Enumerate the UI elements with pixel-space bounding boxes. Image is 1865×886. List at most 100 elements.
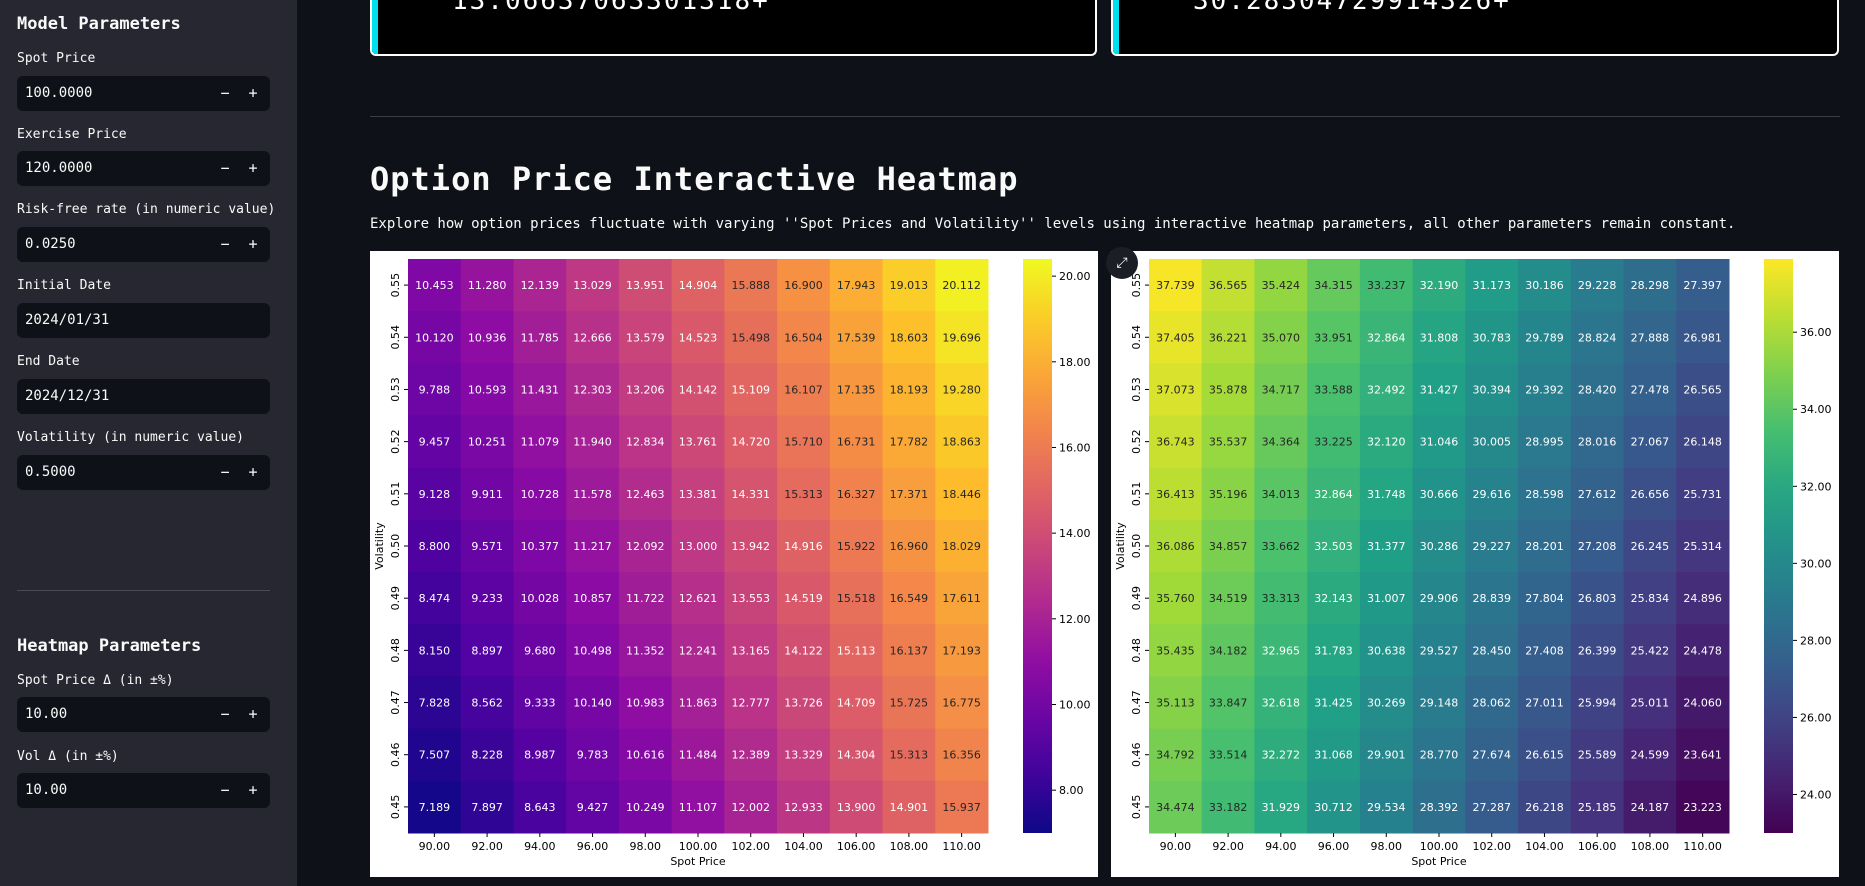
exercise-price-increment-button[interactable]: + bbox=[248, 159, 258, 177]
cell-value-label: 29.392 bbox=[1525, 383, 1564, 396]
heatmap-cell bbox=[882, 624, 936, 677]
cell-value-label: 17.782 bbox=[890, 436, 929, 449]
spot-price-delta-input[interactable]: 10.00 − + bbox=[17, 697, 270, 732]
heatmap-cell bbox=[618, 572, 673, 625]
vol-delta-input[interactable]: 10.00 − + bbox=[17, 773, 270, 808]
colorbar bbox=[1764, 259, 1793, 833]
spot-price-increment-button[interactable]: + bbox=[248, 84, 258, 102]
heatmap-cell bbox=[1518, 728, 1572, 782]
heatmap-cell bbox=[1254, 624, 1308, 677]
heatmap-cell bbox=[1359, 624, 1414, 677]
cell-value-label: 12.777 bbox=[731, 697, 770, 710]
cell-value-label: 11.722 bbox=[626, 592, 665, 605]
exercise-price-decrement-button[interactable]: − bbox=[220, 159, 230, 177]
y-tick-label: 0.50 bbox=[1130, 534, 1143, 559]
initial-date-input[interactable]: 2024/01/31 bbox=[17, 303, 270, 338]
cell-value-label: 18.029 bbox=[942, 540, 981, 553]
cell-value-label: 13.761 bbox=[679, 436, 718, 449]
volatility-decrement-button[interactable]: − bbox=[220, 463, 230, 481]
cell-value-label: 8.643 bbox=[524, 801, 556, 814]
heatmap-cell bbox=[618, 519, 673, 573]
heatmap-cell bbox=[1518, 624, 1572, 677]
cell-value-label: 30.712 bbox=[1314, 801, 1353, 814]
volatility-input[interactable]: 0.5000 − + bbox=[17, 455, 270, 490]
cell-value-label: 28.839 bbox=[1472, 592, 1511, 605]
spot-price-delta-value[interactable]: 10.00 bbox=[25, 706, 68, 722]
spot-price-value[interactable]: 100.0000 bbox=[25, 85, 93, 101]
heatmap-cell bbox=[1149, 519, 1203, 573]
heatmap-cell bbox=[1570, 519, 1625, 573]
cell-value-label: 15.498 bbox=[731, 331, 770, 344]
heatmap-cell bbox=[566, 624, 620, 677]
spot-price-delta-increment-button[interactable]: + bbox=[248, 705, 258, 723]
spot-price-delta-label: Spot Price Δ (in ±%) bbox=[17, 673, 174, 688]
heatmap-cell bbox=[1465, 519, 1519, 573]
heatmap-cell bbox=[829, 259, 884, 312]
cell-value-label: 27.674 bbox=[1472, 749, 1511, 762]
vol-delta-value[interactable]: 10.00 bbox=[25, 782, 68, 798]
cell-value-label: 30.638 bbox=[1367, 644, 1406, 657]
heatmap-cell bbox=[724, 780, 778, 834]
cell-value-label: 13.726 bbox=[784, 697, 823, 710]
heatmap-cell bbox=[1676, 467, 1730, 521]
cell-value-label: 34.013 bbox=[1262, 488, 1301, 501]
heatmap-cell bbox=[882, 467, 936, 521]
spot-price-input[interactable]: 100.0000 − + bbox=[17, 76, 270, 111]
spot-price-decrement-button[interactable]: − bbox=[220, 84, 230, 102]
heatmap-cell bbox=[1518, 572, 1572, 625]
exercise-price-input[interactable]: 120.0000 − + bbox=[17, 151, 270, 186]
cell-value-label: 31.808 bbox=[1420, 331, 1459, 344]
heatmap-cell bbox=[882, 259, 936, 312]
heatmap-cell bbox=[777, 728, 831, 782]
colorbar bbox=[1023, 259, 1052, 833]
heatmap-cell bbox=[460, 259, 514, 312]
expand-icon[interactable]: ⤢ bbox=[1106, 247, 1138, 279]
heatmap-cell bbox=[777, 415, 831, 469]
risk-free-rate-decrement-button[interactable]: − bbox=[220, 235, 230, 253]
cell-value-label: 32.965 bbox=[1262, 644, 1301, 657]
heatmap-cell bbox=[671, 467, 725, 521]
call-heatmap-panel: 10.453 11.280 12.139 13.029 13.951 14.904 15.8… bbox=[370, 251, 1098, 877]
cell-value-label: 34.717 bbox=[1262, 383, 1301, 396]
cell-value-label: 33.313 bbox=[1262, 592, 1301, 605]
cell-value-label: 31.046 bbox=[1420, 436, 1459, 449]
heatmap-cell bbox=[777, 467, 831, 521]
cell-value-label: 28.298 bbox=[1631, 279, 1670, 292]
heatmap-cell bbox=[408, 624, 462, 677]
risk-free-rate-input[interactable]: 0.0250 − + bbox=[17, 227, 270, 262]
cell-value-label: 26.981 bbox=[1683, 331, 1722, 344]
heatmap-cell bbox=[1623, 467, 1677, 521]
heatmap-cell bbox=[671, 676, 725, 730]
heatmap-cell bbox=[1254, 259, 1308, 312]
risk-free-rate-value[interactable]: 0.0250 bbox=[25, 236, 76, 252]
initial-date-value[interactable]: 2024/01/31 bbox=[25, 312, 110, 328]
cell-value-label: 27.397 bbox=[1683, 279, 1722, 292]
volatility-increment-button[interactable]: + bbox=[248, 463, 258, 481]
end-date-input[interactable]: 2024/12/31 bbox=[17, 379, 270, 414]
sidebar: Model Parameters Spot Price 100.0000 − +… bbox=[0, 0, 297, 886]
cell-value-label: 36.565 bbox=[1209, 279, 1248, 292]
exercise-price-value[interactable]: 120.0000 bbox=[25, 160, 93, 176]
volatility-value[interactable]: 0.5000 bbox=[25, 464, 76, 480]
heatmap-cell bbox=[671, 311, 725, 364]
heatmap-cell bbox=[408, 415, 462, 469]
cell-value-label: 9.788 bbox=[419, 383, 451, 396]
heatmap-cell bbox=[513, 624, 567, 677]
heatmap-cell bbox=[618, 259, 673, 312]
vol-delta-decrement-button[interactable]: − bbox=[220, 781, 230, 799]
heatmap-cell bbox=[1676, 780, 1730, 834]
cell-value-label: 9.333 bbox=[524, 697, 556, 710]
cell-value-label: 10.593 bbox=[468, 383, 507, 396]
cell-value-label: 9.680 bbox=[524, 644, 556, 657]
cell-value-label: 35.424 bbox=[1262, 279, 1301, 292]
cell-value-label: 32.503 bbox=[1314, 540, 1353, 553]
vol-delta-increment-button[interactable]: + bbox=[248, 781, 258, 799]
colorbar-tick-label: 18.00 bbox=[1059, 356, 1091, 369]
end-date-value[interactable]: 2024/12/31 bbox=[25, 388, 110, 404]
call-value: 13.06637063301318+ bbox=[452, 0, 770, 16]
heatmap-cell bbox=[1149, 572, 1203, 625]
cell-value-label: 34.474 bbox=[1156, 801, 1195, 814]
spot-price-delta-decrement-button[interactable]: − bbox=[220, 705, 230, 723]
cell-value-label: 29.228 bbox=[1578, 279, 1617, 292]
risk-free-rate-increment-button[interactable]: + bbox=[248, 235, 258, 253]
